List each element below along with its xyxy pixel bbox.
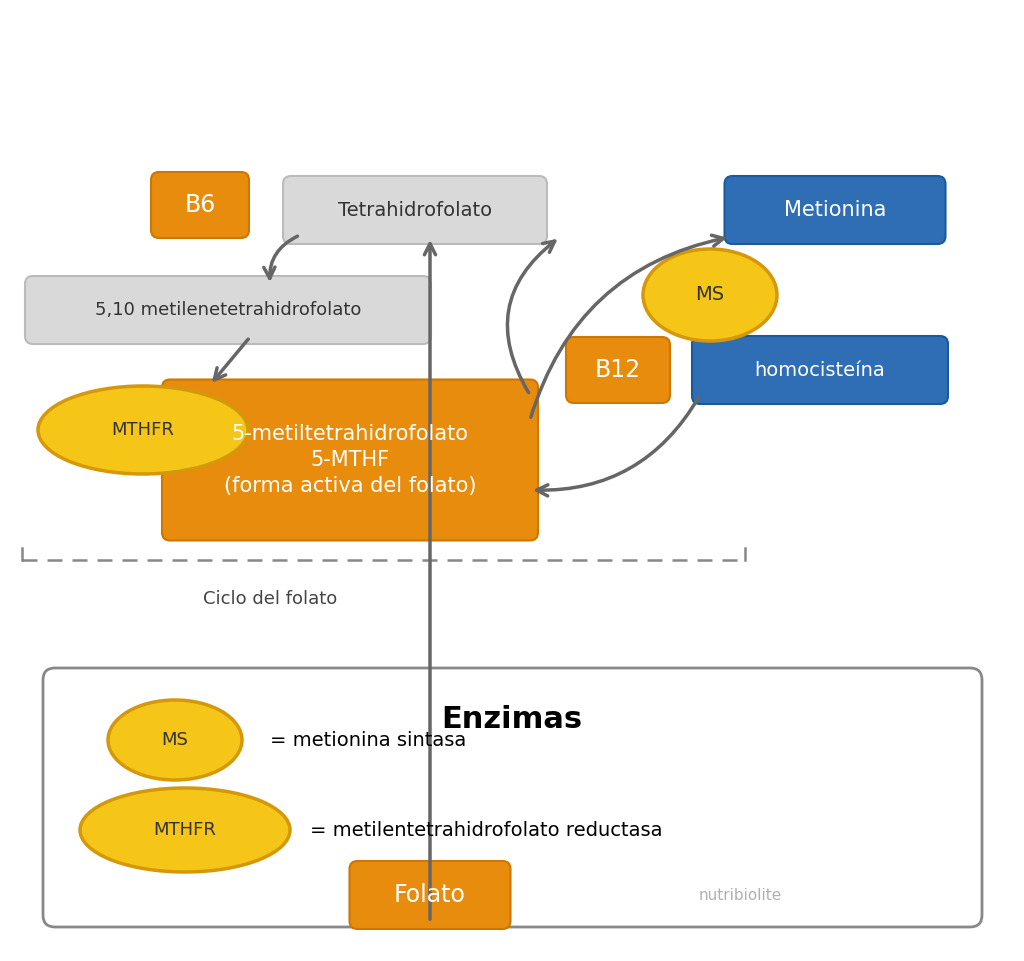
- FancyBboxPatch shape: [151, 172, 249, 238]
- FancyBboxPatch shape: [692, 336, 948, 404]
- Text: B12: B12: [595, 358, 641, 382]
- FancyBboxPatch shape: [25, 276, 431, 344]
- Text: Ciclo del folato: Ciclo del folato: [203, 590, 337, 608]
- Text: MTHFR: MTHFR: [154, 821, 216, 839]
- FancyBboxPatch shape: [725, 176, 945, 244]
- FancyBboxPatch shape: [43, 668, 982, 927]
- Ellipse shape: [80, 788, 290, 872]
- Ellipse shape: [38, 386, 248, 474]
- FancyBboxPatch shape: [349, 861, 511, 929]
- Text: B6: B6: [184, 193, 216, 217]
- FancyBboxPatch shape: [162, 380, 538, 540]
- Ellipse shape: [643, 249, 777, 341]
- Text: MTHFR: MTHFR: [112, 421, 174, 439]
- Text: homocisteína: homocisteína: [755, 360, 886, 380]
- Text: nutribiolite: nutribiolite: [698, 888, 781, 902]
- FancyBboxPatch shape: [283, 176, 547, 244]
- Text: MS: MS: [695, 285, 725, 305]
- Text: 5-metiltetrahidrofolato
5-MTHF
(forma activa del folato): 5-metiltetrahidrofolato 5-MTHF (forma ac…: [224, 424, 476, 497]
- Text: Enzimas: Enzimas: [441, 705, 583, 734]
- Text: Folato: Folato: [394, 883, 466, 907]
- Text: Tetrahidrofolato: Tetrahidrofolato: [338, 201, 493, 219]
- Text: = metilentetrahidrofolato reductasa: = metilentetrahidrofolato reductasa: [310, 821, 663, 840]
- Ellipse shape: [108, 700, 242, 780]
- Text: = metionina sintasa: = metionina sintasa: [270, 730, 466, 750]
- FancyBboxPatch shape: [566, 337, 670, 403]
- Text: Metionina: Metionina: [783, 200, 886, 220]
- Text: MS: MS: [162, 731, 188, 749]
- Text: 5,10 metilenetetrahidrofolato: 5,10 metilenetetrahidrofolato: [95, 301, 361, 319]
